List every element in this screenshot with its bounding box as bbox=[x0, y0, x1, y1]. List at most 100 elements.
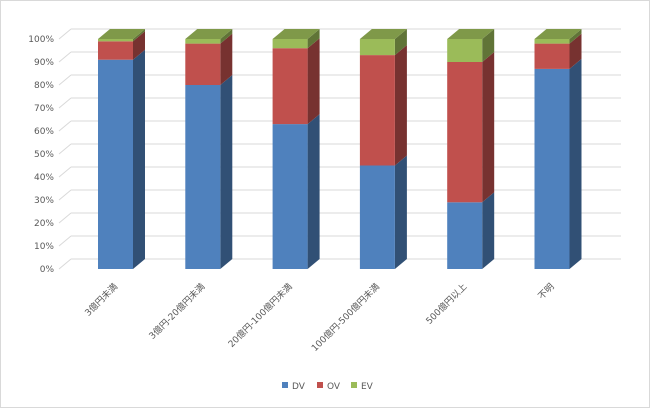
bar-side bbox=[394, 45, 407, 166]
y-axis: 0% 10% 20% 30% 40% 50% 60% 70% 80% 90% 100% bbox=[28, 35, 54, 275]
bar-front bbox=[185, 39, 221, 44]
bars bbox=[98, 29, 582, 270]
bar-top bbox=[359, 29, 407, 39]
bar-side bbox=[133, 29, 145, 42]
y-tick-label: 30% bbox=[34, 196, 54, 206]
bar-side bbox=[220, 33, 233, 85]
legend-swatch-dv bbox=[282, 382, 288, 388]
bar-side bbox=[133, 31, 145, 60]
bar-side bbox=[307, 38, 320, 125]
bar-side bbox=[394, 29, 407, 56]
bar-segment-ev bbox=[98, 29, 145, 42]
y-tick-label: 80% bbox=[34, 81, 54, 91]
bar-side bbox=[569, 33, 582, 69]
bar-front bbox=[272, 124, 308, 269]
bar-side bbox=[482, 52, 495, 203]
gridline-slant bbox=[58, 235, 72, 247]
bar-top bbox=[185, 29, 233, 39]
bar-segment-ev bbox=[447, 29, 495, 62]
bar-front bbox=[534, 39, 570, 44]
x-tick-label: 3億円未満 bbox=[82, 281, 120, 319]
gridlines bbox=[58, 28, 621, 270]
x-axis: 3億円未満 3億円-20億円未満 20億円-100億円未満 100億円-500億円未満… bbox=[82, 281, 556, 354]
gridline-slant bbox=[58, 166, 72, 178]
bar-segment-ev bbox=[185, 29, 233, 44]
bar-front bbox=[98, 39, 133, 42]
bar-segment-ov bbox=[98, 31, 145, 60]
bar-front bbox=[359, 39, 395, 56]
y-tick-label: 70% bbox=[34, 104, 54, 114]
legend-swatch-ov bbox=[317, 382, 323, 388]
bar-front bbox=[185, 43, 221, 85]
gridline-slant bbox=[58, 51, 72, 63]
bar-front bbox=[447, 39, 483, 62]
bar-side bbox=[569, 29, 582, 44]
y-tick-label: 60% bbox=[34, 127, 54, 137]
bar-top bbox=[534, 29, 582, 39]
bar-side bbox=[307, 114, 320, 269]
bar-front bbox=[98, 59, 133, 270]
y-tick-label: 100% bbox=[28, 35, 54, 45]
bar-front bbox=[534, 43, 570, 69]
bar-segment-ov bbox=[534, 33, 582, 69]
bar-segment-ov bbox=[272, 38, 320, 125]
y-tick-label: 90% bbox=[34, 58, 54, 68]
gridline-slant bbox=[58, 97, 72, 109]
bar-segment-dv bbox=[98, 49, 145, 270]
bar-front bbox=[359, 165, 395, 269]
y-tick-label: 20% bbox=[34, 219, 54, 229]
gridline-slant bbox=[58, 258, 72, 270]
bar-segment-ev bbox=[359, 29, 407, 56]
bar-front bbox=[185, 85, 221, 269]
bar-top bbox=[272, 29, 320, 39]
y-tick-label: 10% bbox=[34, 242, 54, 252]
bar-side bbox=[307, 29, 320, 49]
gridline-slant bbox=[58, 120, 72, 132]
bar-side bbox=[482, 29, 495, 62]
y-tick-label: 40% bbox=[34, 173, 54, 183]
bar-side bbox=[133, 49, 145, 270]
legend: DV OV EV bbox=[282, 382, 374, 392]
bar-front bbox=[447, 62, 483, 203]
bar-front bbox=[534, 68, 570, 270]
bar-segment-dv bbox=[359, 155, 407, 269]
x-tick-label: 100億円-500億円未満 bbox=[309, 281, 382, 354]
bar-front bbox=[272, 39, 308, 49]
bar-side bbox=[220, 75, 233, 269]
bar-segment-dv bbox=[534, 58, 582, 270]
bar-segment-ov bbox=[447, 52, 495, 203]
legend-label-ov: OV bbox=[327, 382, 341, 392]
bar-segment-ov bbox=[185, 33, 233, 85]
x-tick-label: 20億円-100億円未満 bbox=[226, 281, 295, 350]
x-tick-label: 不明 bbox=[536, 281, 557, 302]
bar-side bbox=[220, 29, 233, 44]
gridline-slant bbox=[58, 74, 72, 86]
bar-segment-ev bbox=[534, 29, 582, 44]
bar-front bbox=[447, 202, 483, 269]
bar-top bbox=[98, 29, 145, 39]
bar-segment-ov bbox=[359, 45, 407, 166]
bar-front bbox=[98, 41, 133, 60]
x-tick-label: 3億円-20億円未満 bbox=[146, 281, 207, 342]
gridline-slant bbox=[58, 143, 72, 155]
legend-swatch-ev bbox=[351, 382, 357, 388]
bar-side bbox=[394, 155, 407, 269]
bar-front bbox=[272, 48, 308, 125]
gridline-slant bbox=[58, 28, 72, 40]
bar-segment-dv bbox=[447, 192, 495, 269]
gridline-slant bbox=[58, 212, 72, 224]
bar-side bbox=[482, 192, 495, 269]
bar-segment-dv bbox=[272, 114, 320, 269]
legend-label-ev: EV bbox=[361, 382, 374, 392]
bar-segment-dv bbox=[185, 75, 233, 269]
bar-side bbox=[569, 58, 582, 270]
bar-top bbox=[447, 29, 495, 39]
y-tick-label: 0% bbox=[40, 265, 55, 275]
legend-label-dv: DV bbox=[292, 382, 306, 392]
x-tick-label: 500億円以上 bbox=[423, 281, 469, 327]
gridline-slant bbox=[58, 189, 72, 201]
y-tick-label: 50% bbox=[34, 150, 54, 160]
bar-front bbox=[359, 55, 395, 166]
